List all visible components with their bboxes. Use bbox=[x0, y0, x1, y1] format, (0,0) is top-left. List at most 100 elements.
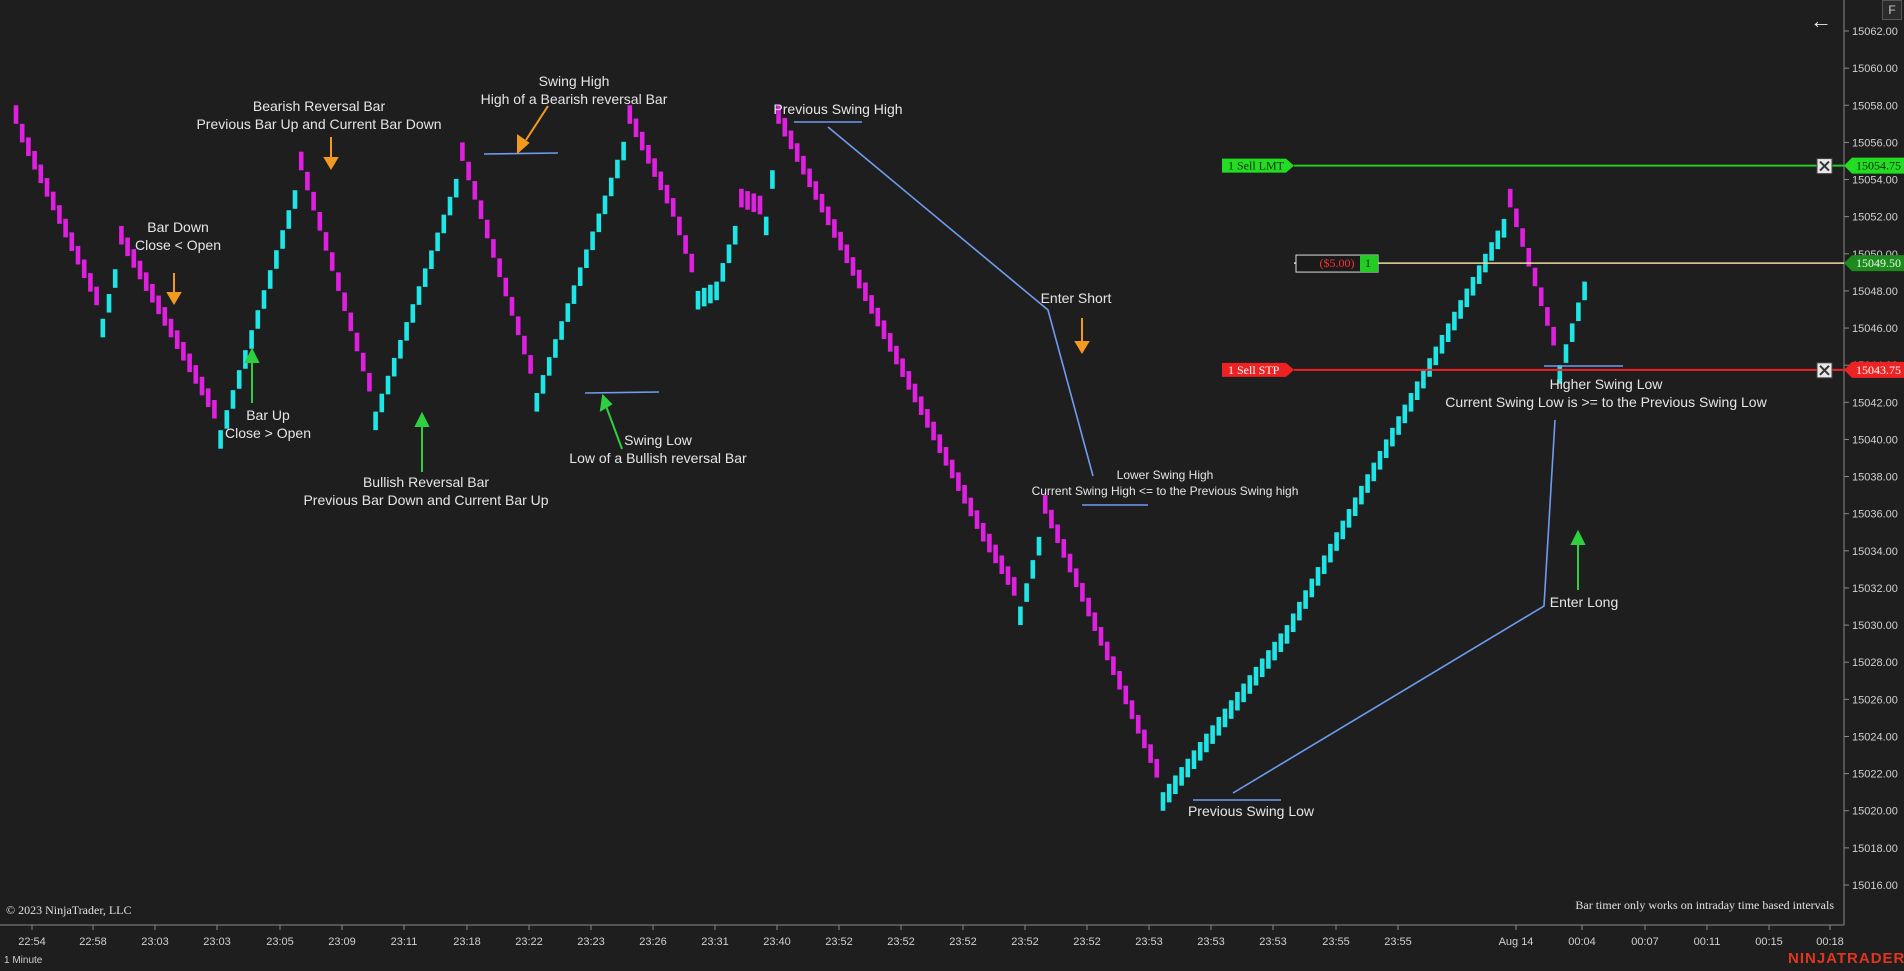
price-bar bbox=[1284, 625, 1290, 644]
price-bar bbox=[999, 555, 1005, 575]
price-bar bbox=[1080, 583, 1085, 602]
price-bar bbox=[50, 191, 56, 211]
price-bar bbox=[1191, 750, 1197, 769]
price-bar bbox=[1346, 509, 1352, 528]
price-bar bbox=[1154, 758, 1160, 778]
position-line-group[interactable]: ($5.00) 1 15049.50 bbox=[1294, 254, 1904, 273]
price-bar bbox=[143, 272, 149, 291]
price-bar bbox=[1421, 369, 1426, 389]
price-bar bbox=[125, 237, 130, 257]
price-bar bbox=[131, 249, 137, 268]
price-bar bbox=[373, 411, 378, 431]
x-tick-label: 23:26 bbox=[639, 936, 667, 948]
price-bar bbox=[658, 171, 664, 191]
price-bar bbox=[181, 341, 186, 361]
x-tick-label: 23:09 bbox=[328, 936, 356, 948]
price-bar bbox=[1495, 230, 1501, 250]
close-icon bbox=[1819, 160, 1830, 172]
price-bar bbox=[484, 219, 490, 239]
price-bar bbox=[608, 177, 614, 197]
price-bar bbox=[1228, 700, 1234, 719]
copyright-label: © 2023 NinjaTrader, LLC bbox=[6, 903, 132, 917]
price-bar bbox=[236, 370, 242, 389]
price-bar bbox=[1018, 606, 1023, 626]
price-bar bbox=[466, 161, 471, 181]
price-bar bbox=[1290, 613, 1296, 633]
price-bar bbox=[875, 307, 881, 327]
price-bar bbox=[280, 230, 285, 249]
price-bar bbox=[931, 421, 936, 441]
price-bar bbox=[162, 307, 168, 326]
price-bar bbox=[1371, 462, 1377, 482]
sell-limit-price-label: 15054.75 bbox=[1856, 159, 1901, 173]
y-tick-label: 15016.00 bbox=[1852, 880, 1898, 892]
x-tick-label: 23:55 bbox=[1384, 936, 1412, 948]
price-bar bbox=[360, 352, 366, 372]
price-bar bbox=[677, 216, 682, 236]
price-bar bbox=[1476, 265, 1482, 284]
price-bar bbox=[1582, 281, 1587, 301]
price-bar bbox=[912, 383, 918, 403]
price-bar bbox=[286, 210, 292, 229]
price-bar bbox=[646, 145, 651, 164]
arrow-up-icon bbox=[414, 411, 430, 427]
price-bar bbox=[267, 270, 273, 289]
price-bar bbox=[342, 292, 347, 312]
price-bar bbox=[1470, 276, 1476, 296]
price-bar bbox=[937, 434, 943, 453]
price-bar bbox=[274, 250, 279, 269]
price-bar bbox=[404, 322, 409, 341]
price-bar bbox=[701, 287, 707, 307]
swing-low-desc: Low of a Bullish reversal Bar bbox=[569, 450, 747, 466]
price-bar bbox=[825, 206, 831, 226]
sell-stop-order[interactable]: 1 Sell STP 15043.75 bbox=[1222, 361, 1904, 379]
higher-swing-low-desc: Current Swing Low is >= to the Previous … bbox=[1445, 394, 1767, 410]
sell-limit-tag[interactable] bbox=[1222, 158, 1294, 173]
price-bar bbox=[980, 522, 986, 542]
price-bar bbox=[1185, 758, 1191, 778]
price-bar bbox=[925, 409, 930, 428]
price-bar bbox=[956, 472, 961, 491]
price-bar bbox=[1253, 666, 1259, 686]
swing-high-line bbox=[483, 152, 559, 155]
price-bar bbox=[75, 245, 81, 265]
y-tick-label: 15032.00 bbox=[1852, 583, 1898, 595]
x-tick-label: 23:55 bbox=[1322, 936, 1350, 948]
price-bar bbox=[1098, 627, 1104, 646]
bar-down-desc: Close < Open bbox=[135, 237, 221, 253]
position-price-label: 15049.50 bbox=[1856, 256, 1901, 270]
price-bar bbox=[1501, 218, 1507, 238]
price-bar bbox=[1563, 344, 1569, 363]
previous-swing-high-label: Previous Swing High bbox=[773, 101, 902, 117]
x-tick-label: 00:07 bbox=[1631, 936, 1659, 948]
price-bar bbox=[119, 225, 124, 245]
sell-stop-tag[interactable] bbox=[1222, 362, 1294, 377]
price-bar bbox=[751, 193, 757, 213]
price-bar bbox=[627, 105, 633, 124]
x-tick-label: 23:22 bbox=[515, 936, 543, 948]
x-tick-label: 00:18 bbox=[1816, 936, 1844, 948]
price-bar bbox=[1123, 685, 1129, 705]
position-qty-box[interactable] bbox=[1360, 255, 1378, 273]
price-bar bbox=[714, 281, 719, 301]
f-key-button[interactable]: F bbox=[1882, 0, 1902, 20]
price-bar bbox=[1030, 560, 1036, 579]
price-bar bbox=[1166, 783, 1172, 803]
price-bar bbox=[1086, 597, 1091, 617]
y-tick-label: 15036.00 bbox=[1852, 509, 1898, 521]
price-bar bbox=[1055, 524, 1060, 544]
price-bar bbox=[398, 339, 403, 359]
sell-stop-price-tag bbox=[1844, 361, 1904, 378]
price-bar bbox=[460, 142, 465, 161]
price-bar bbox=[187, 353, 192, 373]
sell-limit-order[interactable]: 1 Sell LMT 15054.75 bbox=[1222, 157, 1904, 175]
price-bar bbox=[1328, 543, 1333, 563]
x-tick-label: 23:03 bbox=[141, 936, 169, 948]
price-bar bbox=[1569, 323, 1575, 342]
y-tick-label: 15042.00 bbox=[1852, 397, 1898, 409]
arrow-left-icon[interactable]: ← bbox=[1810, 8, 1832, 33]
price-bar bbox=[633, 118, 639, 138]
price-bar bbox=[819, 193, 825, 213]
price-bar bbox=[292, 190, 298, 209]
